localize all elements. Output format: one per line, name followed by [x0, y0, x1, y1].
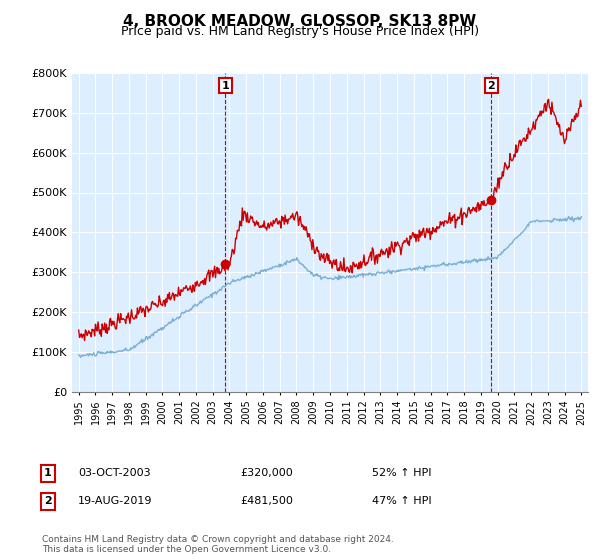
Text: 1: 1 [221, 81, 229, 91]
Text: 1: 1 [44, 468, 52, 478]
Text: 52% ↑ HPI: 52% ↑ HPI [372, 468, 431, 478]
Text: 03-OCT-2003: 03-OCT-2003 [78, 468, 151, 478]
Legend: 4, BROOK MEADOW, GLOSSOP, SK13 8PW (detached house), HPI: Average price, detache: 4, BROOK MEADOW, GLOSSOP, SK13 8PW (deta… [47, 419, 429, 454]
Text: 47% ↑ HPI: 47% ↑ HPI [372, 496, 431, 506]
Text: 19-AUG-2019: 19-AUG-2019 [78, 496, 152, 506]
Text: 2: 2 [487, 81, 495, 91]
Text: Contains HM Land Registry data © Crown copyright and database right 2024.
This d: Contains HM Land Registry data © Crown c… [42, 535, 394, 554]
Text: £320,000: £320,000 [240, 468, 293, 478]
Text: 2: 2 [44, 496, 52, 506]
Text: £481,500: £481,500 [240, 496, 293, 506]
Text: 4, BROOK MEADOW, GLOSSOP, SK13 8PW: 4, BROOK MEADOW, GLOSSOP, SK13 8PW [124, 14, 476, 29]
Text: Price paid vs. HM Land Registry's House Price Index (HPI): Price paid vs. HM Land Registry's House … [121, 25, 479, 38]
